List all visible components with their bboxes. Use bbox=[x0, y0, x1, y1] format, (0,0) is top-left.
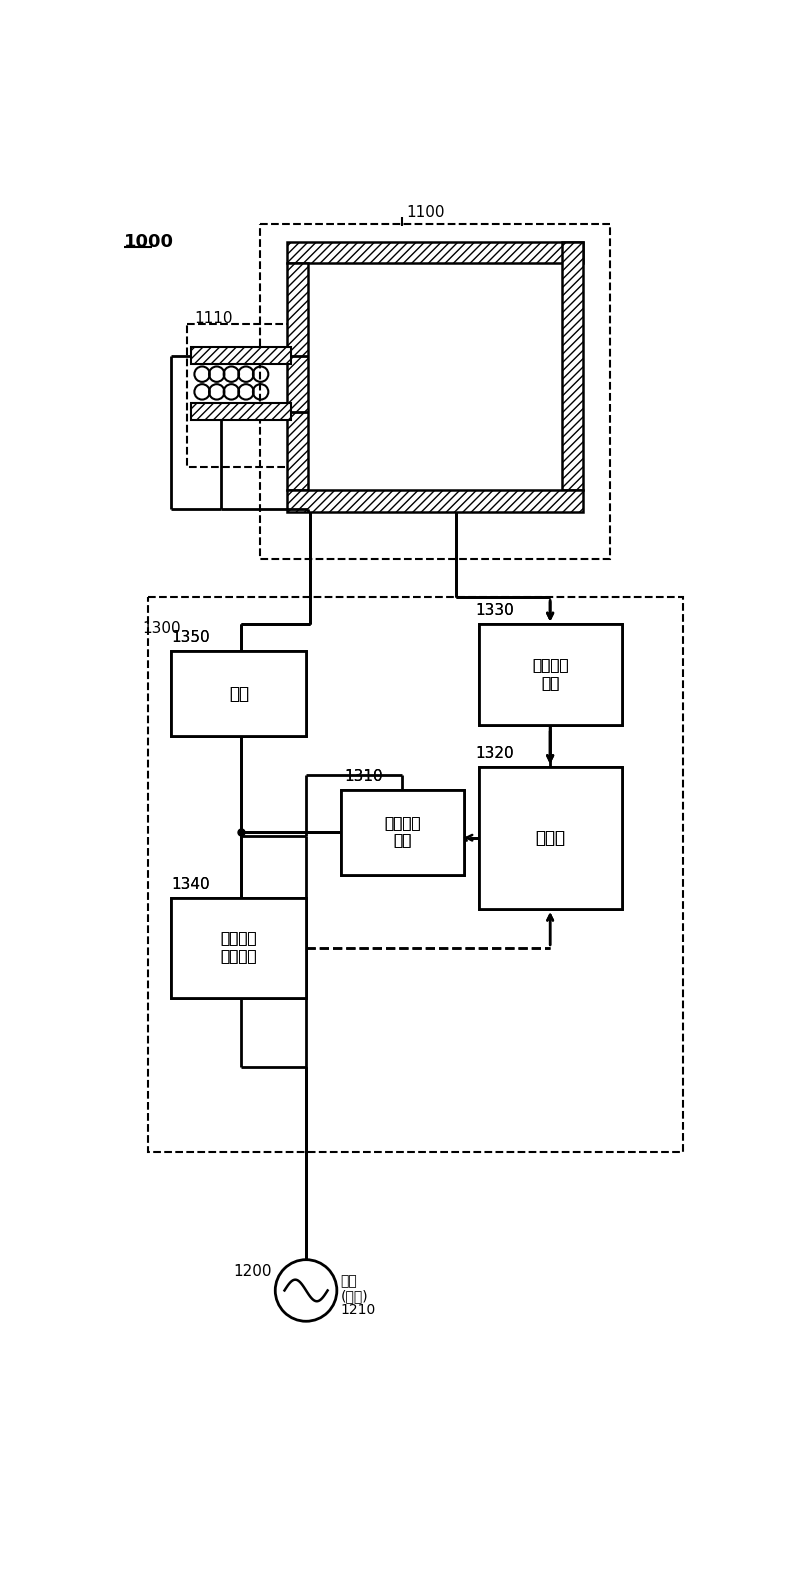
Bar bbox=[308, 264, 562, 491]
Text: 1310: 1310 bbox=[345, 768, 383, 784]
Text: 1200: 1200 bbox=[233, 1264, 271, 1278]
Text: 反射功率
测量单元: 反射功率 测量单元 bbox=[221, 931, 257, 964]
Text: 1210: 1210 bbox=[341, 1303, 376, 1318]
Bar bbox=[167, 770, 560, 1098]
Text: 1340: 1340 bbox=[171, 877, 210, 892]
Bar bbox=[260, 224, 610, 559]
Text: 1330: 1330 bbox=[475, 603, 514, 619]
Text: (高频): (高频) bbox=[341, 1289, 368, 1303]
Bar bbox=[167, 644, 318, 1106]
Bar bbox=[479, 625, 622, 724]
Bar bbox=[479, 625, 622, 724]
Text: 1350: 1350 bbox=[171, 630, 210, 645]
Text: 电容: 电容 bbox=[229, 685, 249, 702]
Text: 1340: 1340 bbox=[171, 877, 210, 892]
Text: 1300: 1300 bbox=[142, 620, 181, 636]
Bar bbox=[479, 767, 622, 909]
Bar bbox=[341, 791, 464, 874]
Text: 控制器: 控制器 bbox=[535, 828, 566, 847]
Bar bbox=[171, 652, 306, 735]
Text: 1320: 1320 bbox=[475, 746, 514, 761]
Text: 控制器: 控制器 bbox=[535, 828, 566, 847]
Bar bbox=[171, 898, 306, 997]
Bar bbox=[148, 598, 683, 1152]
Bar bbox=[287, 491, 583, 511]
Bar bbox=[562, 241, 583, 491]
Bar bbox=[287, 264, 308, 491]
Text: 1000: 1000 bbox=[123, 232, 174, 251]
Bar bbox=[171, 652, 306, 735]
Text: 1350: 1350 bbox=[171, 630, 210, 645]
Text: 1100: 1100 bbox=[406, 205, 445, 219]
Text: 1310: 1310 bbox=[345, 768, 383, 784]
Bar bbox=[186, 323, 297, 467]
Bar bbox=[171, 898, 306, 997]
Text: 阻抗匹配
单元: 阻抗匹配 单元 bbox=[384, 816, 421, 849]
Bar bbox=[341, 791, 464, 874]
Bar bbox=[479, 767, 622, 909]
Text: 阻抗测量
单元: 阻抗测量 单元 bbox=[532, 658, 569, 691]
Text: 1330: 1330 bbox=[475, 603, 514, 619]
Bar bbox=[190, 404, 290, 420]
Text: 电容: 电容 bbox=[229, 685, 249, 702]
Text: 阻抗测量
单元: 阻抗测量 单元 bbox=[532, 658, 569, 691]
Bar bbox=[287, 241, 583, 264]
Text: 反射功率
测量单元: 反射功率 测量单元 bbox=[221, 931, 257, 964]
Bar bbox=[190, 347, 290, 365]
Text: 1320: 1320 bbox=[475, 746, 514, 761]
Text: 1110: 1110 bbox=[194, 311, 233, 327]
Text: 阻抗匹配
单元: 阻抗匹配 单元 bbox=[384, 816, 421, 849]
Text: 射频: 射频 bbox=[341, 1273, 358, 1288]
